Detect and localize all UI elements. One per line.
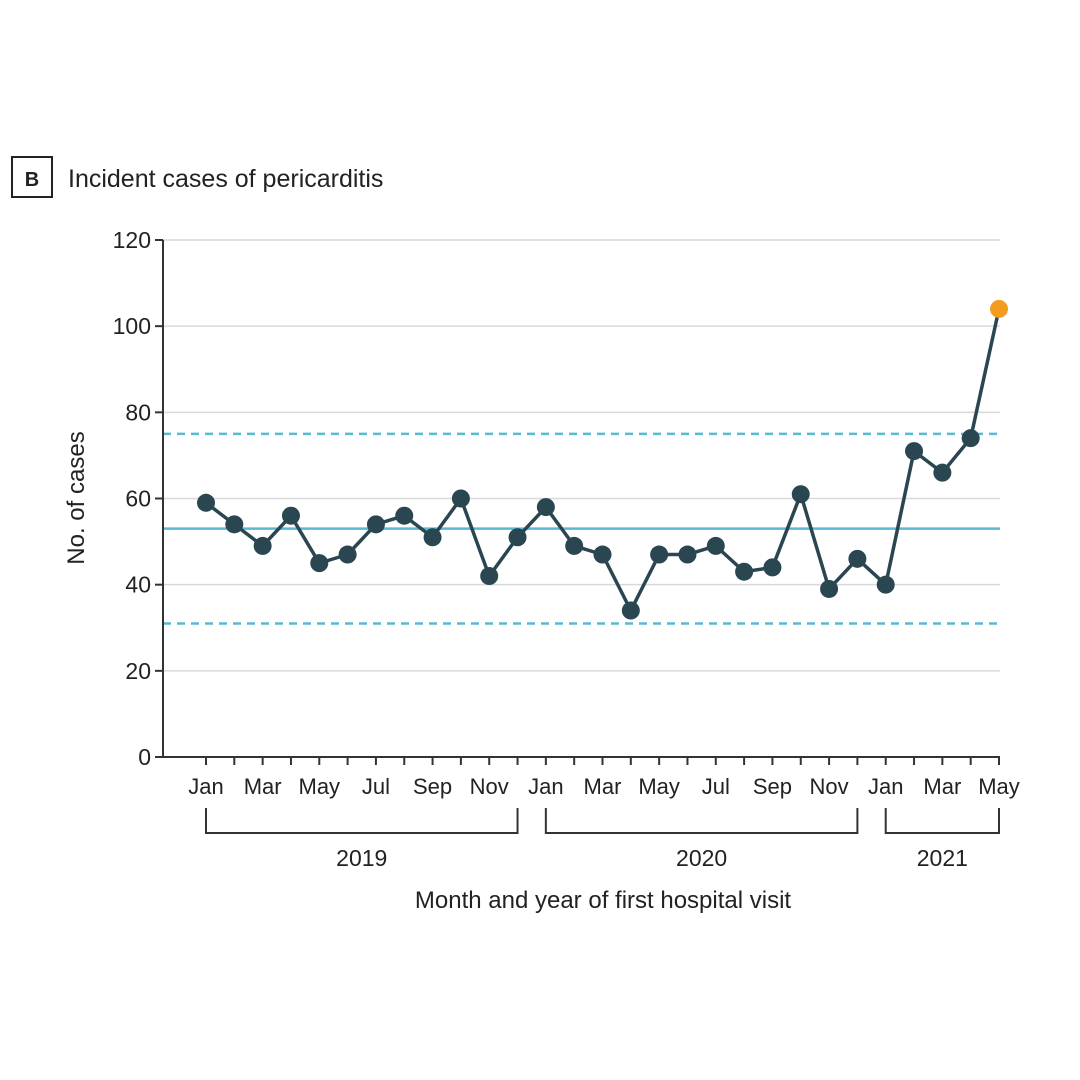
panel-label: B <box>25 169 39 191</box>
data-point <box>876 575 895 594</box>
year-bracket <box>205 808 519 834</box>
x-tick-label: Mar <box>584 774 622 799</box>
x-axis-ticks: Jan Mar May Jul Sep Nov Jan Mar May Jul Sep Nov Jan M… <box>188 757 1020 799</box>
y-tick-label: 20 <box>125 658 151 684</box>
x-tick-label: Jul <box>362 774 390 799</box>
data-point <box>961 429 980 448</box>
year-label: 2021 <box>917 845 968 871</box>
x-tick-label: Jan <box>188 774 223 799</box>
y-axis-ticks: 0 20 40 60 80 100 120 <box>113 227 163 770</box>
y-tick-label: 120 <box>113 227 151 253</box>
x-tick-label: Sep <box>413 774 452 799</box>
data-point <box>423 528 442 547</box>
data-point <box>225 515 244 534</box>
x-tick-label: May <box>638 774 680 799</box>
x-tick-label: May <box>978 774 1020 799</box>
data-point <box>735 562 754 581</box>
y-tick-label: 40 <box>125 572 151 598</box>
y-axis-label: No. of cases <box>63 431 90 564</box>
data-point <box>820 579 839 598</box>
data-point <box>366 515 385 534</box>
x-tick-label: Jul <box>702 774 730 799</box>
data-point <box>565 536 584 555</box>
gridlines <box>163 239 1000 672</box>
x-tick-label: Mar <box>923 774 961 799</box>
year-brackets: 2019 2020 2021 <box>205 808 1000 871</box>
data-point <box>338 545 357 564</box>
data-point-highlight <box>990 299 1008 318</box>
data-point <box>933 463 952 482</box>
x-tick-label: Sep <box>753 774 792 799</box>
data-point <box>678 545 697 564</box>
year-label: 2019 <box>336 845 387 871</box>
x-tick-label: Jan <box>868 774 903 799</box>
data-series <box>197 299 1008 620</box>
y-tick-label: 60 <box>125 486 151 512</box>
data-point <box>508 528 527 547</box>
x-tick-label: Nov <box>810 774 849 799</box>
x-tick-label: Nov <box>470 774 509 799</box>
data-point <box>650 545 669 564</box>
panel-label-box <box>11 156 53 198</box>
y-tick-label: 100 <box>113 313 151 339</box>
y-tick-label: 80 <box>125 399 151 425</box>
data-point <box>905 442 924 461</box>
year-bracket <box>884 808 1000 834</box>
data-point <box>706 536 725 555</box>
x-tick-label: Mar <box>244 774 282 799</box>
data-point <box>451 489 470 508</box>
year-bracket <box>544 808 859 834</box>
x-tick-label: May <box>299 774 341 799</box>
data-point <box>621 601 640 620</box>
data-point <box>536 498 555 517</box>
data-point <box>281 506 300 525</box>
x-tick-label: Jan <box>528 774 563 799</box>
data-point <box>253 536 272 555</box>
data-point <box>480 567 499 586</box>
data-point <box>310 554 329 573</box>
data-point <box>848 549 867 568</box>
data-point <box>593 545 612 564</box>
y-tick-label: 0 <box>138 744 151 770</box>
x-axis-label: Month and year of first hospital visit <box>415 887 792 914</box>
year-label: 2020 <box>676 845 727 871</box>
data-point <box>197 493 215 512</box>
data-point <box>791 485 810 504</box>
data-point <box>395 506 414 525</box>
chart-title: Incident cases of pericarditis <box>68 165 383 193</box>
reference-lines <box>163 432 1000 625</box>
data-point <box>763 558 782 577</box>
